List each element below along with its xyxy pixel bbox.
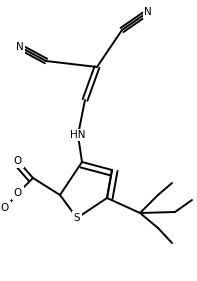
Text: S: S <box>74 213 80 223</box>
Text: N: N <box>144 7 152 17</box>
Text: O: O <box>14 188 22 198</box>
Text: O: O <box>14 156 22 166</box>
Text: HN: HN <box>70 130 86 140</box>
Text: N: N <box>16 42 24 52</box>
Text: O: O <box>1 203 9 213</box>
